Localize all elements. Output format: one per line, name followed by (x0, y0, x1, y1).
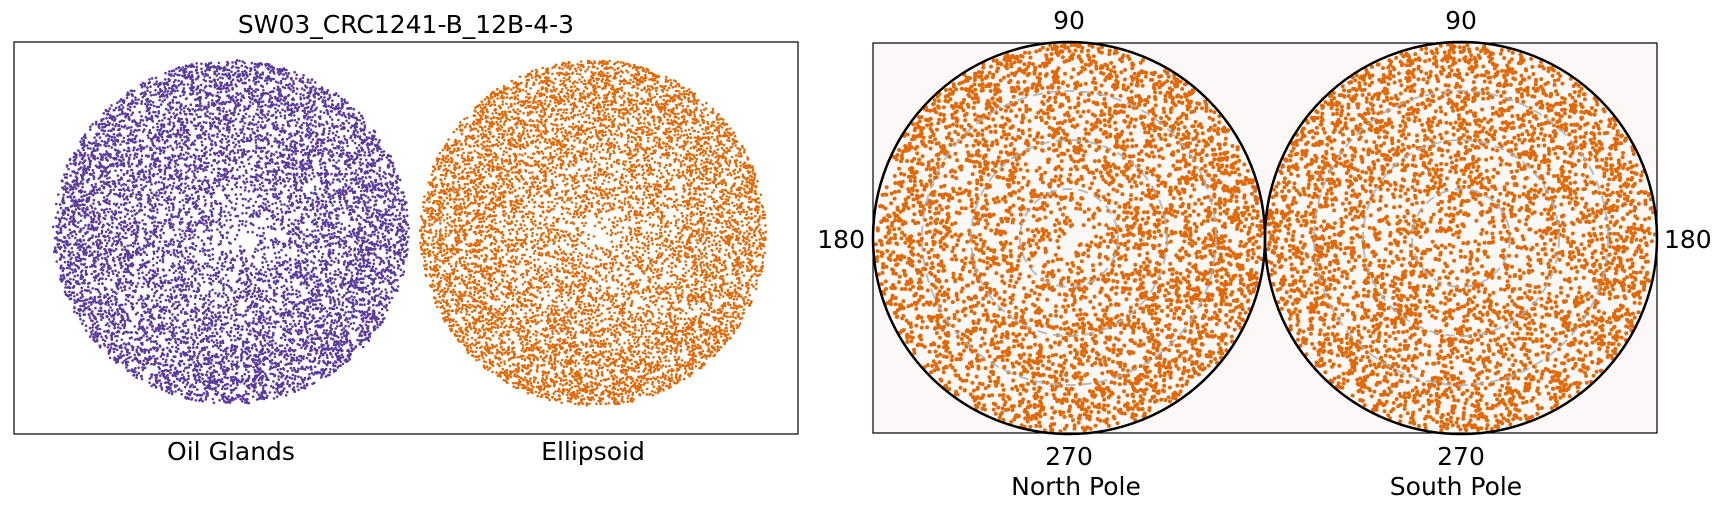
chart-title: SW03_CRC1241-B_12B-4-3 (238, 10, 574, 39)
grid-ring (970, 139, 1168, 337)
grid-ring (1313, 90, 1609, 386)
south-tick-90: 90 (1445, 6, 1477, 35)
south-pole-label: South Pole (1390, 472, 1522, 501)
series-ellipsoid (418, 59, 768, 407)
series-south-pole (1266, 42, 1657, 433)
polar-gridlines (921, 90, 1609, 386)
grid-ring (1362, 139, 1560, 337)
north-pole-label: North Pole (1011, 472, 1141, 501)
north-tick-180: 180 (817, 225, 865, 254)
north-tick-270: 270 (1045, 442, 1093, 471)
south-pole-boundary (1263, 40, 1659, 436)
south-tick-180: 180 (1664, 225, 1712, 254)
north-tick-90: 90 (1053, 6, 1085, 35)
grid-ring (1019, 188, 1119, 288)
series-north-pole (874, 42, 1265, 434)
left-scatter-points (51, 58, 768, 407)
south-tick-270: 270 (1437, 442, 1485, 471)
series-oil-glands (51, 58, 410, 405)
xlabel-ellipsoid: Ellipsoid (541, 437, 645, 466)
xlabel-oil-glands: Oil Glands (167, 437, 295, 466)
grid-ring (921, 90, 1217, 386)
polar-scatter-points (874, 42, 1657, 434)
grid-ring (1411, 188, 1511, 288)
